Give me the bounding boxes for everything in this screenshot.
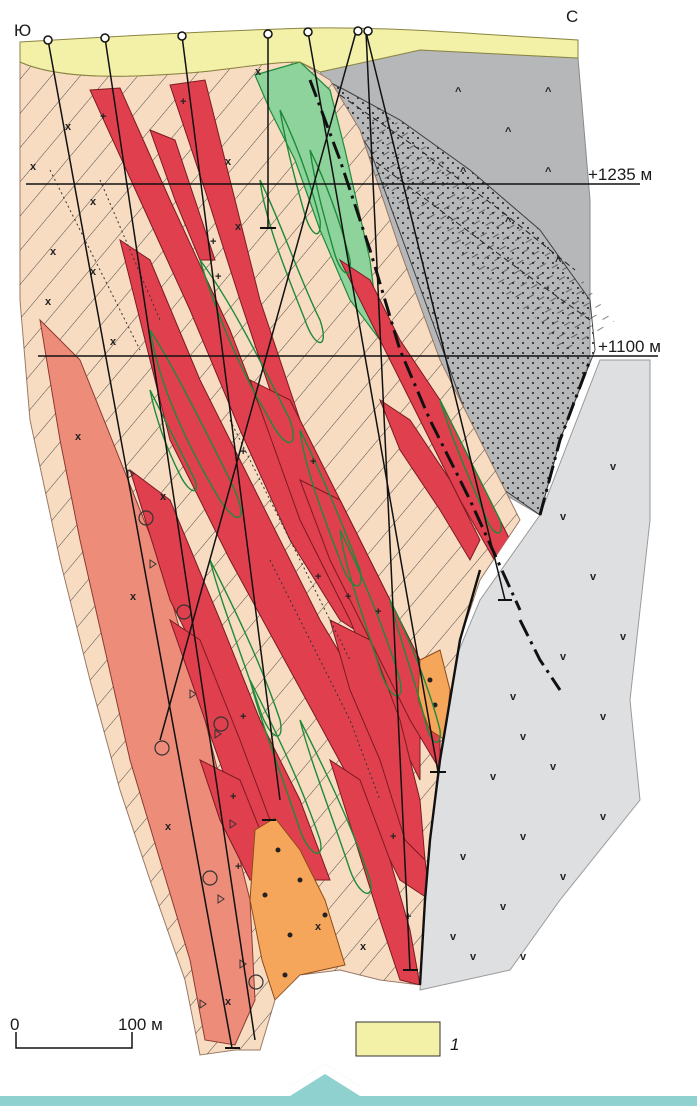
svg-text:x: x bbox=[90, 266, 97, 278]
svg-text:x: x bbox=[360, 941, 367, 953]
svg-text:x: x bbox=[130, 591, 137, 603]
svg-text:x: x bbox=[315, 921, 322, 933]
light-block-v-marks: v v v v v v v v v v v v v v v v v v bbox=[450, 461, 627, 963]
svg-text:v: v bbox=[460, 851, 467, 863]
svg-text:x: x bbox=[45, 296, 52, 308]
svg-text:+: + bbox=[315, 571, 321, 583]
svg-text:v: v bbox=[560, 651, 567, 663]
svg-text:+: + bbox=[215, 271, 221, 283]
svg-text:x: x bbox=[90, 196, 97, 208]
svg-text:v: v bbox=[520, 731, 527, 743]
svg-text:x: x bbox=[255, 66, 262, 78]
svg-text:+: + bbox=[230, 791, 236, 803]
svg-text:x: x bbox=[165, 821, 172, 833]
svg-text:+: + bbox=[235, 861, 241, 873]
scale-distance: 100 м bbox=[118, 1015, 163, 1034]
legend: 1 bbox=[355, 1021, 459, 1057]
svg-text:+: + bbox=[310, 456, 316, 468]
svg-text:v: v bbox=[600, 811, 607, 823]
salmon-circle-symbols bbox=[138, 510, 264, 990]
green-alteration-contours bbox=[149, 109, 502, 894]
level-lower-label: +1100 м bbox=[598, 337, 661, 356]
svg-text:+: + bbox=[180, 96, 186, 108]
svg-text:x: x bbox=[235, 221, 242, 233]
scale-zero: 0 bbox=[10, 1015, 19, 1034]
faults bbox=[308, 79, 592, 986]
svg-text:x: x bbox=[225, 156, 232, 168]
svg-text:x: x bbox=[30, 161, 37, 173]
svg-text:x: x bbox=[50, 246, 57, 258]
level-upper-label: +1235 м bbox=[588, 165, 652, 184]
north-label: С bbox=[566, 7, 578, 26]
svg-text:+: + bbox=[240, 446, 246, 458]
svg-text:^: ^ bbox=[505, 126, 512, 138]
legend-item-1: 1 bbox=[450, 1035, 459, 1054]
svg-text:x: x bbox=[175, 971, 182, 983]
svg-text:x: x bbox=[110, 336, 117, 348]
drillholes bbox=[47, 31, 506, 1049]
svg-text:v: v bbox=[490, 771, 497, 783]
scale-bar: 0 100 м bbox=[10, 1015, 163, 1049]
svg-text:x: x bbox=[225, 996, 232, 1008]
svg-text:v: v bbox=[500, 901, 507, 913]
svg-text:v: v bbox=[470, 951, 477, 963]
dotted-contacts bbox=[49, 169, 381, 801]
drillhole-collar-icon bbox=[43, 26, 373, 45]
svg-text:x: x bbox=[75, 431, 82, 443]
svg-text:+: + bbox=[100, 111, 106, 123]
svg-text:+: + bbox=[240, 711, 246, 723]
svg-text:v: v bbox=[560, 871, 567, 883]
svg-text:+: + bbox=[345, 591, 351, 603]
svg-text:v: v bbox=[550, 761, 557, 773]
svg-text:x: x bbox=[160, 491, 167, 503]
svg-text:v: v bbox=[510, 691, 517, 703]
orange-star-marks bbox=[262, 677, 438, 978]
svg-text:v: v bbox=[450, 931, 457, 943]
salmon-intrusion bbox=[39, 318, 256, 1046]
legend-swatch-soil bbox=[355, 1021, 441, 1057]
svg-text:^: ^ bbox=[545, 86, 552, 98]
svg-text:v: v bbox=[560, 511, 567, 523]
soil-cover bbox=[19, 27, 579, 77]
svg-text:+: + bbox=[375, 606, 381, 618]
svg-text:v: v bbox=[600, 711, 607, 723]
svg-text:v: v bbox=[620, 631, 627, 643]
svg-text:v: v bbox=[520, 831, 527, 843]
svg-text:v: v bbox=[590, 571, 597, 583]
south-label: Ю bbox=[14, 21, 31, 40]
svg-text:^: ^ bbox=[545, 166, 552, 178]
orange-intrusion-lower bbox=[249, 817, 346, 1001]
svg-text:+: + bbox=[390, 831, 396, 843]
svg-text:x: x bbox=[65, 121, 72, 133]
drillhole-terminal-icon bbox=[225, 227, 512, 1049]
svg-text:v: v bbox=[610, 461, 617, 473]
svg-text:^: ^ bbox=[455, 86, 462, 98]
svg-text:v: v bbox=[520, 951, 527, 963]
svg-text:+: + bbox=[210, 236, 216, 248]
